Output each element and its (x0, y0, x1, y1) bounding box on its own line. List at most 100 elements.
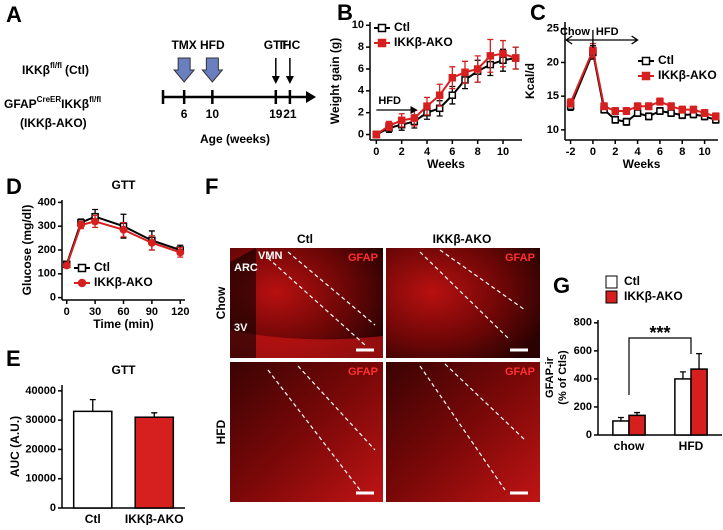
x-tick-label: 4 (635, 146, 642, 158)
annotation-arrow (564, 35, 639, 45)
x-axis-label: Time (min) (93, 317, 153, 331)
scale-bar (356, 348, 528, 495)
marker (448, 91, 457, 99)
marker (600, 102, 608, 111)
y-axis-label: Weight gain (g) (328, 38, 342, 124)
marker (678, 105, 687, 114)
x-tick-label: 10 (698, 146, 710, 158)
timeline-label: Age (weeks) (200, 132, 270, 146)
y-tick-label: 10 (352, 19, 364, 31)
event-label: GTT (264, 38, 289, 52)
legend-marker (641, 56, 651, 66)
marker (76, 221, 85, 229)
x-axis-label: Weeks (427, 157, 465, 171)
error-bar (679, 371, 686, 379)
y-tick-label: 25 (547, 23, 559, 35)
y-tick-label: 0 (50, 292, 56, 304)
x-tick-label: 2 (399, 146, 405, 158)
y-tick-label: 10000 (25, 473, 56, 485)
legend-marker (77, 278, 87, 288)
y-tick-label: 0 (50, 502, 56, 514)
bar (612, 420, 630, 436)
marker (435, 91, 444, 99)
x-tick-label: 0 (590, 146, 596, 158)
legend-marker (377, 23, 387, 33)
column-label: Ctl (297, 232, 313, 246)
chart-title: GTT (112, 363, 137, 377)
event-week: 19 (269, 107, 283, 121)
micrograph (230, 362, 383, 502)
timeline: IKKβfl/fl (Ctl) GFAPCreERIKKβfl/fl (IKKβ-… (4, 61, 316, 146)
genotype: IKKβfl/fl (Ctl) (22, 61, 89, 77)
marker (119, 225, 128, 234)
marker (91, 217, 100, 226)
bar (690, 368, 708, 436)
legend-swatch (605, 290, 618, 304)
series-line (65, 220, 181, 266)
y-axis-label: Glucose (mg/dl) (20, 205, 34, 296)
event-label: HFD (200, 38, 225, 52)
y-axis-label: Kcal/d (523, 63, 537, 99)
legend-marker (641, 71, 651, 81)
x-tick-label: 30 (89, 306, 101, 318)
x-tick-label: 2 (612, 146, 618, 158)
marker (423, 102, 431, 110)
y-tick-label: 0 (586, 429, 592, 441)
panel-label: C (530, 0, 546, 25)
y-tick-label: 8 (358, 41, 364, 53)
marker (656, 97, 664, 106)
marker (511, 54, 520, 62)
region-label: ARC (234, 262, 258, 274)
column-label: IKKβ-AKO (433, 232, 492, 246)
legend-label: Ctl (658, 53, 674, 67)
row-label: Chow (214, 286, 228, 319)
legend-label: IKKβ-AKO (94, 275, 153, 289)
genotype: (IKKβ-AKO) (20, 116, 87, 130)
panel-label: G (553, 273, 570, 298)
x-tick-label: 120 (171, 306, 189, 318)
marker (473, 65, 482, 73)
event-arrow (173, 57, 196, 83)
marker (633, 102, 642, 111)
event-arrow (201, 57, 224, 83)
x-tick-label: 8 (475, 146, 481, 158)
legend-label: Ctl (394, 20, 410, 34)
y-tick-label: 40000 (25, 385, 56, 397)
micrograph (386, 362, 540, 502)
marker (611, 116, 620, 124)
marker (589, 46, 597, 55)
ventricle (230, 248, 256, 358)
marker (667, 109, 675, 117)
x-tick-label: 90 (146, 306, 158, 318)
row-label: HFD (214, 419, 228, 444)
x-tick-label: 0 (373, 146, 379, 158)
panel-label: D (6, 174, 22, 199)
marker (689, 105, 698, 114)
panel-label: B (337, 0, 353, 25)
x-tick-label: 6 (657, 146, 663, 158)
legend-label: IKKβ-AKO (394, 35, 453, 49)
bar (72, 410, 113, 509)
legend-swatch (605, 275, 618, 289)
significance-bracket (628, 337, 692, 395)
marker (486, 52, 495, 60)
marker (62, 261, 71, 270)
marker (410, 114, 419, 122)
micrographs: Ctl IKKβ-AKO Chow HFD GFAP GFAP GFAP GFA… (214, 232, 540, 502)
y-tick-label: 200 (38, 244, 56, 256)
error-bar (696, 353, 703, 370)
bar (674, 378, 692, 436)
y-tick-label: 0 (358, 128, 364, 140)
x-tick-label: 6 (449, 146, 455, 158)
region-label: 3V (234, 322, 248, 334)
event-label: TMX (171, 38, 196, 52)
panel-label: A (6, 2, 22, 27)
y-tick-label: 6 (358, 63, 364, 75)
stain-label: GFAP (348, 366, 378, 378)
x-tick-label: 10 (497, 146, 509, 158)
error-bar (89, 398, 96, 412)
marker (372, 130, 381, 139)
x-tick-label: 60 (117, 306, 129, 318)
y-tick-label: 2 (358, 107, 364, 119)
bar (134, 416, 175, 509)
